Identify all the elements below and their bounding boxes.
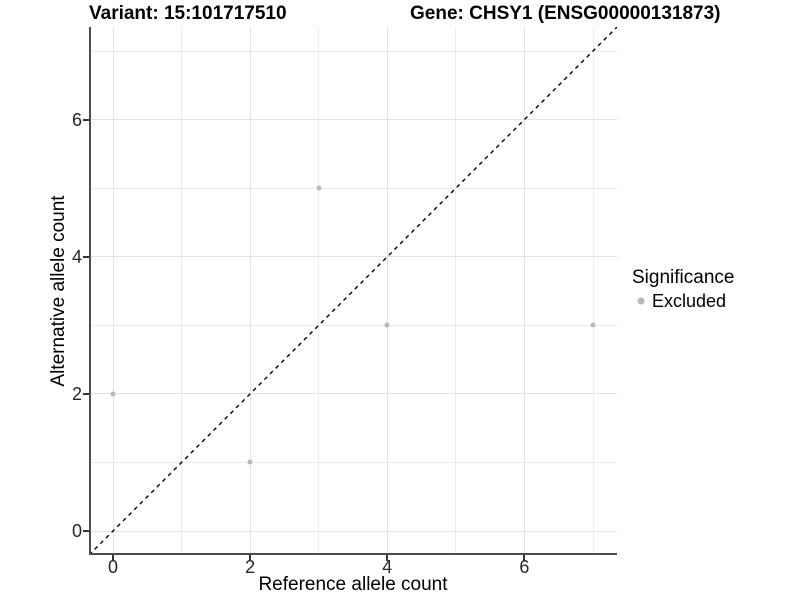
data-point — [247, 459, 253, 465]
y-minor-gridline — [89, 324, 617, 326]
x-tick-label: 4 — [382, 557, 393, 577]
y-tick-mark — [83, 530, 89, 532]
y-tick-label: 2 — [71, 383, 82, 404]
identity-line-svg — [89, 27, 617, 555]
x-tick-label: 0 — [107, 557, 118, 577]
y-tick-mark — [83, 392, 89, 395]
x-tick-label: 2 — [245, 557, 256, 577]
x-minor-gridline — [318, 27, 320, 555]
y-axis-title: Alternative allele count — [48, 195, 69, 387]
x-tick-label: 6 — [519, 557, 530, 577]
y-tick-mark — [83, 255, 89, 258]
gene-title: Gene: CHSY1 (ENSG00000131873) — [410, 3, 721, 24]
x-tick-mark — [523, 555, 526, 561]
legend-key — [632, 292, 650, 310]
x-minor-gridline — [592, 27, 594, 555]
plot-panel — [89, 27, 617, 555]
variant-title: Variant: 15:101717510 — [89, 3, 287, 24]
y-major-gridline — [89, 393, 617, 395]
x-tick-mark — [386, 555, 389, 561]
y-major-gridline — [89, 530, 617, 532]
data-point — [316, 185, 322, 191]
x-tick-mark — [112, 555, 114, 561]
x-axis-line — [89, 553, 617, 555]
data-point — [384, 322, 390, 328]
x-minor-gridline — [181, 27, 183, 555]
legend-key-dot — [637, 297, 645, 305]
y-tick-label: 4 — [71, 246, 82, 267]
x-major-gridline — [112, 27, 114, 555]
x-major-gridline — [523, 27, 525, 555]
legend-items: Excluded — [632, 290, 734, 311]
y-tick-label: 6 — [71, 109, 82, 130]
x-major-gridline — [386, 27, 388, 555]
y-major-gridline — [89, 119, 617, 121]
x-tick-mark — [249, 555, 252, 561]
data-point — [110, 391, 116, 397]
y-major-gridline — [89, 256, 617, 258]
y-tick-label: 0 — [71, 521, 82, 541]
y-minor-gridline — [89, 187, 617, 189]
identity-line — [89, 27, 617, 555]
legend-item-label: Excluded — [652, 290, 727, 311]
y-axis-line — [89, 27, 91, 555]
data-point — [590, 322, 596, 328]
y-minor-gridline — [89, 50, 617, 52]
x-major-gridline — [249, 27, 251, 555]
y-minor-gridline — [89, 461, 617, 463]
legend-title: Significance — [632, 267, 735, 288]
y-tick-mark — [83, 118, 89, 121]
legend-item: Excluded — [632, 290, 734, 311]
legend: Significance Excluded — [632, 267, 735, 311]
x-minor-gridline — [455, 27, 457, 555]
x-axis-title: Reference allele count — [258, 574, 448, 595]
